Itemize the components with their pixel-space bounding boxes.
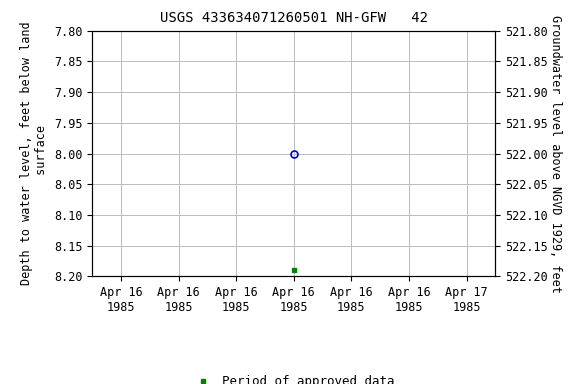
Y-axis label: Depth to water level, feet below land
 surface: Depth to water level, feet below land su… xyxy=(20,22,48,285)
Title: USGS 433634071260501 NH-GFW   42: USGS 433634071260501 NH-GFW 42 xyxy=(160,12,428,25)
Y-axis label: Groundwater level above NGVD 1929, feet: Groundwater level above NGVD 1929, feet xyxy=(549,15,562,293)
Legend: Period of approved data: Period of approved data xyxy=(193,375,395,384)
